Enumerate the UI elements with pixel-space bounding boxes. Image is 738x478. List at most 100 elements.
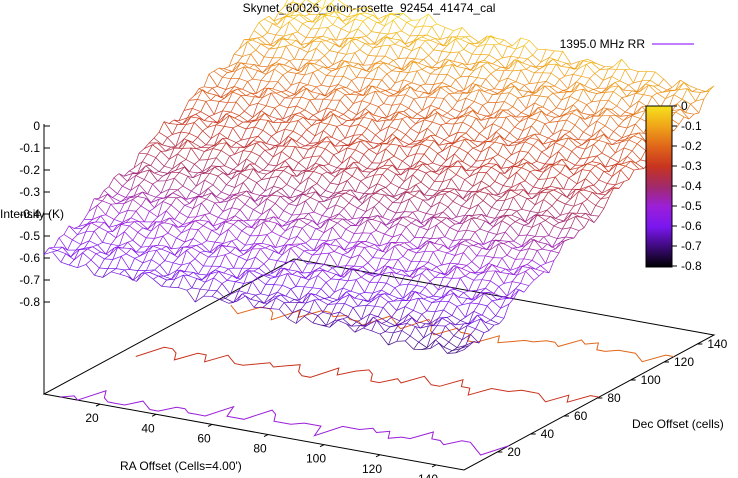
surface-mesh-line [291,236,298,245]
surface-mesh-line [326,136,332,138]
surface-mesh-line [234,172,241,188]
surface-mesh-line [588,144,594,158]
surface-mesh-line [343,208,353,220]
surface-mesh-line [463,245,469,253]
surface-mesh-line [524,141,534,146]
surface-mesh-line [294,146,304,159]
surface-mesh-line [203,73,210,87]
surface-mesh-line [421,273,431,282]
surface-mesh-line [421,240,431,249]
surface-mesh-line [397,160,403,170]
surface-mesh-line [324,89,334,97]
surface-mesh-line [266,231,273,235]
surface-mesh-line [395,211,405,214]
surface-mesh-line [473,279,483,281]
surface-mesh-line [568,205,575,214]
surface-mesh-line [165,146,172,152]
surface-mesh-line [313,239,320,251]
surface-mesh-line [523,189,529,195]
surface-mesh-line [425,109,435,119]
surface-mesh-line [154,264,161,271]
surface-mesh-line [385,89,391,91]
surface-mesh-line [395,136,401,141]
surface-mesh-line [383,158,390,166]
surface-mesh-line [486,305,496,317]
surface-mesh-line [200,144,207,148]
surface-mesh-line [198,117,208,128]
surface-mesh-line [259,155,269,165]
surface-mesh-line [154,198,160,209]
surface-mesh-line [328,219,338,224]
surface-mesh-line [457,160,463,163]
surface-mesh-line [242,182,252,194]
surface-mesh-line [486,172,496,182]
surface-mesh-line [270,34,277,46]
surface-mesh-line [287,105,297,109]
surface-mesh-line [398,57,407,59]
surface-mesh-line [475,328,485,334]
surface-mesh-line [272,267,281,274]
surface-mesh-line [402,284,409,299]
surface-mesh-line [374,244,384,252]
surface-mesh-line [589,78,599,89]
surface-mesh-line [154,201,164,209]
surface-mesh-line [334,279,340,293]
surface-mesh-line [149,269,155,273]
surface-mesh-line [540,222,550,236]
surface-mesh-line [382,242,392,252]
surface-mesh-line [348,196,355,204]
surface-mesh-line [233,53,243,57]
surface-mesh-line [241,194,251,198]
surface-mesh-line [339,303,345,313]
surface-mesh-line [330,182,339,185]
surface-mesh-line [386,133,393,144]
surface-mesh-line [176,232,182,239]
surface-mesh-line [446,252,456,256]
surface-mesh-line [397,129,406,135]
surface-mesh-line [582,199,588,204]
surface-mesh-line [217,172,224,177]
surface-mesh-line [495,101,505,103]
surface-mesh-line [567,81,577,90]
surface-mesh-line [542,64,549,73]
surface-mesh-line [241,158,247,172]
surface-mesh-line [466,229,476,233]
surface-mesh-line [135,172,141,176]
surface-mesh-line [85,259,92,265]
surface-mesh-line [374,60,381,65]
surface-mesh-line [552,241,561,248]
surface-mesh-line [470,62,476,71]
surface-mesh-line [372,215,378,220]
surface-mesh-line [330,204,336,218]
surface-mesh-line [295,276,302,287]
surface-mesh-line [339,4,345,14]
surface-mesh-line [247,41,257,51]
surface-mesh-line [235,62,242,71]
surface-mesh-line [608,100,617,107]
surface-mesh-line [269,145,279,151]
surface-mesh-line [257,130,264,137]
surface-mesh-line [240,270,246,280]
surface-mesh-line [323,197,333,202]
surface-mesh-line [323,165,333,174]
surface-mesh-line [435,309,444,313]
surface-mesh-line [461,265,467,269]
surface-mesh-line [509,132,519,141]
surface-mesh-line [297,87,307,94]
surface-mesh-line [535,65,545,68]
surface-mesh-line [214,132,220,146]
surface-mesh-line [305,299,315,304]
surface-mesh-line [443,276,452,279]
surface-mesh-line [352,217,361,220]
surface-mesh-line [473,41,479,45]
surface-mesh-line [405,86,411,95]
surface-mesh-line [221,219,227,224]
surface-mesh-line [396,30,402,33]
surface-mesh-line [269,145,276,151]
surface-mesh-line [174,247,181,256]
surface-mesh-line [317,242,327,251]
surface-mesh-line [278,218,288,224]
surface-mesh-line [371,22,377,32]
surface-mesh-line [453,27,463,32]
surface-mesh-line [580,216,590,220]
